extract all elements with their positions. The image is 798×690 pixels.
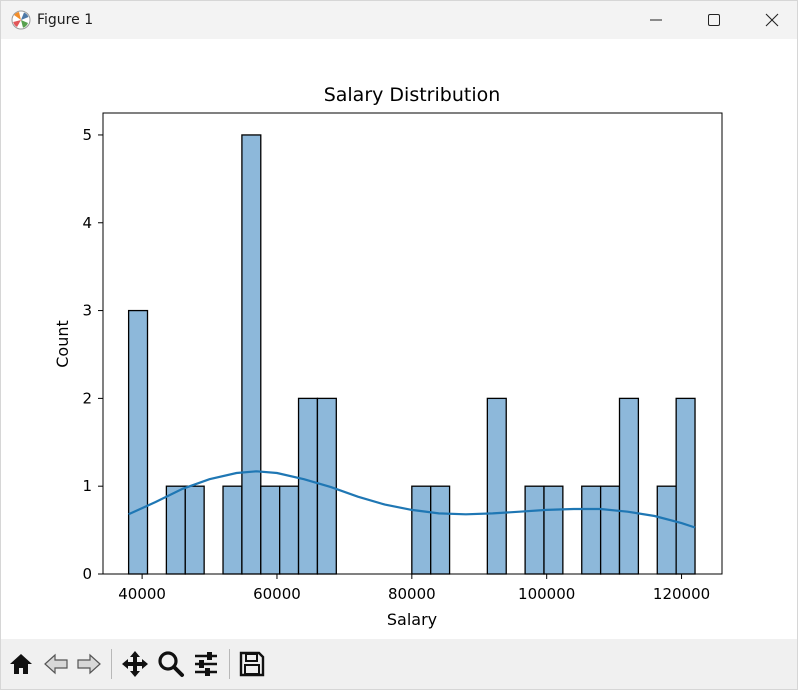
maximize-button[interactable]	[691, 1, 737, 39]
pan-button[interactable]	[118, 647, 152, 681]
x-tick-label: 120000	[653, 585, 710, 603]
histogram-bar	[430, 485, 451, 575]
histogram-bar	[543, 485, 564, 575]
y-tick-label: 4	[82, 214, 92, 232]
kde-curve	[128, 470, 696, 529]
close-icon	[765, 13, 779, 27]
histogram-bar	[618, 397, 640, 575]
close-button[interactable]	[749, 1, 795, 39]
histogram-bar	[411, 485, 432, 575]
forward-button[interactable]	[72, 647, 106, 681]
histogram-bar	[279, 485, 300, 575]
chart-title: Salary Distribution	[324, 84, 501, 106]
histogram-bar	[486, 397, 507, 575]
minimize-button[interactable]	[633, 1, 679, 39]
x-tick-label: 100000	[518, 585, 575, 603]
back-icon	[44, 653, 68, 675]
x-tick-label: 80000	[388, 585, 436, 603]
pan-icon	[122, 651, 148, 677]
matplotlib-logo-icon	[11, 10, 31, 30]
histogram-bar	[656, 485, 677, 575]
maximize-icon	[708, 14, 720, 26]
y-tick-label: 0	[82, 565, 92, 583]
save-icon	[239, 651, 265, 677]
histogram-bar	[127, 309, 149, 575]
y-tick-label: 5	[82, 126, 92, 144]
zoom-button[interactable]	[154, 647, 188, 681]
figure-canvas[interactable]: Salary Distribution 40000 60000 80000 10000…	[1, 39, 797, 639]
histogram-bar	[222, 485, 243, 575]
histogram-bar	[297, 397, 319, 575]
axes-frame	[102, 112, 723, 575]
save-button[interactable]	[235, 647, 269, 681]
y-axis-label: Count	[53, 320, 72, 368]
histogram-bar	[524, 485, 545, 575]
histogram-bar	[599, 485, 621, 575]
title-bar: Figure 1	[1, 1, 797, 39]
toolbar-separator	[111, 649, 112, 679]
navigation-toolbar	[1, 639, 797, 689]
x-tick-label: 40000	[118, 585, 166, 603]
configure-subplots-button[interactable]	[189, 647, 223, 681]
y-tick-label: 2	[82, 389, 92, 407]
histogram-bar	[675, 397, 696, 575]
minimize-icon	[650, 19, 662, 21]
toolbar-separator	[229, 649, 230, 679]
home-icon	[10, 654, 32, 674]
x-tick-label: 60000	[253, 585, 301, 603]
home-button[interactable]	[4, 647, 38, 681]
forward-icon	[77, 653, 101, 675]
window-title: Figure 1	[37, 12, 94, 28]
y-tick-label: 3	[82, 302, 92, 320]
histogram-chart: Salary Distribution 40000 60000 80000 10000…	[53, 84, 723, 629]
histogram-bar	[184, 485, 205, 575]
x-axis-label: Salary	[387, 610, 437, 629]
histogram-bar	[165, 485, 186, 575]
histogram-bar	[260, 485, 281, 575]
back-button[interactable]	[39, 647, 73, 681]
y-tick-label: 1	[82, 477, 92, 495]
histogram-bar	[241, 134, 262, 575]
zoom-icon	[158, 651, 184, 677]
configure-subplots-icon	[195, 652, 217, 676]
histogram-bar	[581, 485, 602, 575]
